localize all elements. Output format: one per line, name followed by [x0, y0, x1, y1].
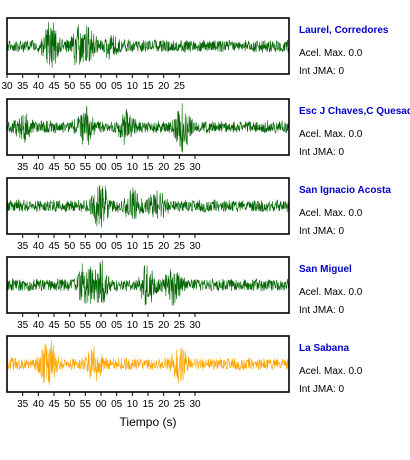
x-tick-label: 50	[64, 320, 76, 331]
x-tick-label: 10	[127, 81, 139, 92]
x-tick-label: 05	[111, 241, 123, 252]
x-tick-label: 40	[33, 81, 45, 92]
acel-max-label: Acel. Max. 0.0	[299, 129, 363, 140]
x-tick-label: 35	[17, 81, 29, 92]
x-tick-label: 55	[80, 399, 92, 410]
station-name: Laurel, Corredores	[299, 25, 389, 36]
jma-intensity-label: Int JMA: 0	[299, 66, 344, 77]
panel-2: 35 40 45 50 55 00 05 10 15 20 25 30 San Ignacio Acos…	[6, 177, 391, 252]
x-tick-label: 05	[111, 320, 123, 331]
waveform-trace	[6, 340, 290, 385]
station-name: Esc J Chaves,C Quesada	[299, 106, 410, 117]
x-tick-label: 55	[80, 162, 92, 173]
x-tick-label: 50	[64, 241, 76, 252]
x-tick-label: 45	[48, 81, 60, 92]
x-tick-label: 40	[33, 399, 45, 410]
x-tick-label: 10	[127, 241, 139, 252]
x-tick-label: 35	[17, 320, 29, 331]
x-tick-label: 30	[1, 81, 13, 92]
x-tick-label: 15	[142, 399, 154, 410]
x-tick-label: 45	[48, 399, 60, 410]
waveform-trace	[6, 185, 290, 228]
panel-3: 35 40 45 50 55 00 05 10 15 20 25 30 San Miguel Acel. …	[6, 256, 363, 331]
x-tick-label: 50	[64, 81, 76, 92]
x-tick-label: 25	[174, 162, 186, 173]
x-tick-label: 35	[17, 241, 29, 252]
x-tick-label: 30	[189, 162, 201, 173]
x-tick-label: 10	[127, 162, 139, 173]
x-tick-label: 20	[158, 241, 170, 252]
x-tick-label: 35	[17, 162, 29, 173]
x-tick-label: 30	[189, 399, 201, 410]
x-tick-label: 40	[33, 162, 45, 173]
station-name: La Sabana	[299, 343, 349, 354]
x-axis-label: Tiempo (s)	[120, 415, 177, 429]
x-tick-label: 00	[95, 399, 107, 410]
x-tick-label: 15	[142, 81, 154, 92]
x-tick-label: 25	[174, 399, 186, 410]
jma-intensity-label: Int JMA: 0	[299, 147, 344, 158]
panel-1: 35 40 45 50 55 00 05 10 15 20 25 30 Esc J Chaves,C Q…	[6, 98, 410, 173]
acel-max-label: Acel. Max. 0.0	[299, 366, 363, 377]
x-tick-label: 25	[174, 81, 186, 92]
x-tick-label: 50	[64, 162, 76, 173]
x-tick-label: 35	[17, 399, 29, 410]
x-tick-label: 10	[127, 399, 139, 410]
x-tick-label: 15	[142, 320, 154, 331]
x-tick-label: 25	[174, 320, 186, 331]
x-tick-label: 20	[158, 320, 170, 331]
x-tick-label: 20	[158, 399, 170, 410]
x-tick-label: 05	[111, 399, 123, 410]
x-tick-label: 55	[80, 241, 92, 252]
waveform-trace	[6, 260, 290, 306]
x-tick-label: 20	[158, 162, 170, 173]
x-tick-label: 20	[158, 81, 170, 92]
jma-intensity-label: Int JMA: 0	[299, 384, 344, 395]
x-tick-label: 05	[111, 162, 123, 173]
x-tick-label: 50	[64, 399, 76, 410]
waveform-trace	[6, 103, 290, 153]
acel-max-label: Acel. Max. 0.0	[299, 287, 363, 298]
waveform-trace	[6, 21, 290, 68]
x-tick-label: 55	[80, 320, 92, 331]
x-tick-label: 30	[189, 241, 201, 252]
jma-intensity-label: Int JMA: 0	[299, 226, 344, 237]
x-tick-label: 05	[111, 81, 123, 92]
acel-max-label: Acel. Max. 0.0	[299, 48, 363, 59]
x-tick-label: 15	[142, 241, 154, 252]
x-tick-label: 45	[48, 241, 60, 252]
x-tick-label: 00	[95, 241, 107, 252]
x-tick-label: 40	[33, 241, 45, 252]
jma-intensity-label: Int JMA: 0	[299, 305, 344, 316]
panel-4: 35 40 45 50 55 00 05 10 15 20 25 30 La Sabana Acel. M…	[6, 335, 363, 410]
x-tick-label: 00	[95, 81, 107, 92]
x-tick-label: 25	[174, 241, 186, 252]
x-tick-label: 55	[80, 81, 92, 92]
x-tick-label: 00	[95, 162, 107, 173]
x-tick-label: 45	[48, 320, 60, 331]
x-tick-label: 45	[48, 162, 60, 173]
station-name: San Ignacio Acosta	[299, 185, 391, 196]
x-tick-label: 00	[95, 320, 107, 331]
x-tick-label: 30	[189, 320, 201, 331]
x-tick-label: 40	[33, 320, 45, 331]
x-tick-label: 15	[142, 162, 154, 173]
x-tick-label: 10	[127, 320, 139, 331]
station-name: San Miguel	[299, 264, 352, 275]
acel-max-label: Acel. Max. 0.0	[299, 208, 363, 219]
